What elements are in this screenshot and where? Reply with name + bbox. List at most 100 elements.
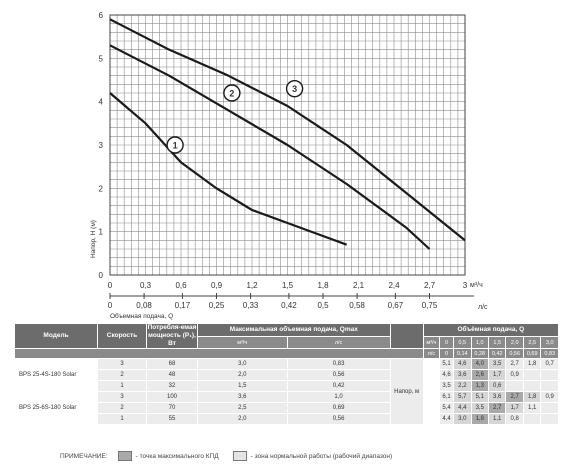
plot-frame [109, 14, 466, 276]
qmax-m3h-cell: 3,0 [197, 358, 288, 370]
head-value-cell: 1,8 [470, 413, 489, 425]
col-model: Модель [14, 323, 98, 349]
flow-ls-value: 0 [439, 348, 455, 359]
head-value-cell: 0,8 [505, 413, 524, 425]
head-value-cell: 4,4 [453, 402, 472, 414]
qmax-unit-ls: л/с [286, 336, 391, 349]
head-value-cell: 3,5 [487, 358, 507, 370]
power-cell: 100 [146, 391, 198, 403]
x-tick-label-top: 1,5 [282, 281, 294, 290]
max-efficiency-swatch [117, 451, 132, 461]
qmax-ls-cell: 1,0 [286, 391, 391, 403]
performance-table: Модель Скорость Потребля-емая мощность (… [14, 322, 560, 425]
x-tick-label-top: 0 [108, 281, 113, 290]
flow-unit-blank [422, 391, 441, 403]
col-qmax: Максимальная объемная подача, Qmax [197, 322, 391, 338]
y-tick-label: 2 [99, 184, 104, 193]
head-value-cell [505, 380, 524, 392]
flow-m3h-value: 1,0 [470, 336, 489, 349]
model-cell [14, 380, 98, 392]
head-value-cell: 1,8 [522, 391, 542, 403]
curve-label: 1 [173, 141, 178, 151]
qmax-ls-cell: 0,56 [286, 413, 391, 425]
head-value-cell: 1,8 [522, 358, 542, 370]
qmax-ls-cell: 0,42 [286, 380, 391, 392]
head-value-cell: 0,7 [540, 358, 559, 370]
head-value-cell: 3,0 [453, 413, 472, 425]
head-value-cell [540, 380, 559, 392]
head-value-cell: 3,6 [453, 369, 472, 381]
speed-cell: 1 [97, 380, 147, 392]
flow-unit-blank [422, 380, 441, 392]
flow-ls-value: 0,56 [505, 348, 524, 359]
y-tick-label: 4 [99, 98, 104, 107]
qmax-m3h-cell: 2,5 [197, 402, 288, 414]
x-tick-label-bottom: 0,42 [281, 301, 297, 310]
note-work-zone: - зона нормальной работы (рабочий диапаз… [250, 452, 393, 460]
head-value-cell: 1,3 [470, 380, 489, 392]
head-value-cell: 2,7 [487, 402, 507, 414]
speed-cell: 1 [97, 413, 147, 425]
speed-cell: 3 [97, 358, 147, 370]
curve-2 [109, 44, 431, 250]
head-value-cell: 5,7 [453, 391, 472, 403]
head-value-cell: 4,6 [439, 369, 455, 381]
head-value-cell: 0,9 [505, 369, 524, 381]
chart-axes: 0 1 2 3 4 5 6 0 0,3 0,6 0,9 1,2 1,5 1,8 2,1 2,4 2,7 3 0 0,0… [99, 11, 474, 310]
note-label: ПРИМЕЧАНИЕ: [60, 452, 108, 460]
top-axis-unit: м³/ч [470, 282, 483, 289]
x-tick-label-bottom: 0,33 [243, 301, 259, 310]
x-tick-label-top: 3 [463, 281, 468, 290]
table-row: 3 68 3,0 0,83 Напор, м 5,1 4,6 4,0 3,5 2,7 1,8 0,7 [14, 358, 559, 425]
head-value-cell [522, 380, 542, 392]
head-value-cell: 4,4 [439, 413, 455, 425]
flow-ls-value: 0,83 [540, 348, 559, 359]
flow-ls-value: 0,42 [487, 348, 507, 359]
x-tick-label-bottom: 0,58 [349, 301, 365, 310]
power-cell: 70 [146, 402, 198, 414]
head-value-cell: 4,0 [470, 358, 489, 370]
power-cell: 32 [146, 380, 198, 392]
head-value-cell: 4,6 [453, 358, 472, 370]
head-value-cell: 0,6 [487, 380, 507, 392]
head-value-cell: 1,7 [487, 369, 507, 381]
head-value-cell: 5,1 [470, 391, 489, 403]
x-tick-label-bottom: 0,67 [388, 301, 404, 310]
head-value-cell: 1,7 [505, 402, 524, 414]
head-value-cell: 2,7 [505, 391, 524, 403]
curve-label-circle [285, 79, 304, 98]
x-tick-label-bottom: 0,17 [175, 301, 191, 310]
head-value-cell: 2,6 [470, 369, 489, 381]
x-tick-label-top: 1,8 [317, 281, 329, 290]
x-tick-label-top: 2,4 [388, 281, 400, 290]
qmax-ls-cell: 0,69 [286, 402, 391, 414]
curve-label-circle [166, 136, 184, 154]
flow-m3h-value: 1,5 [487, 336, 507, 349]
y-tick-label: 6 [99, 11, 104, 20]
model-cell: BPS 25-4S-180 Solar [14, 369, 98, 381]
table-row: BPS 25-4S-180 Solar 2 48 2,0 0,56 4,6 3,6 2,6 1,… [14, 369, 559, 381]
head-value-cell: 6,1 [439, 391, 455, 403]
model-cell [14, 413, 98, 425]
chart-curves: 1 2 3 [109, 18, 466, 250]
x-tick-label-top: 2,1 [353, 281, 365, 290]
bottom-axis-label: Объемная подача, Q [110, 312, 173, 320]
flow-ls-value: 0,69 [522, 348, 542, 359]
x-tick-label-bottom: 0,75 [422, 301, 438, 310]
table-row: BPS 25-6S-180 Solar 2 70 2,5 0,69 5,4 4,4 3,5 2,… [14, 402, 559, 414]
x-tick-label-bottom: 0,08 [136, 301, 152, 310]
table-row: 3 100 3,6 1,0 6,1 5,7 5,1 3,6 2,7 1,8 0,9 [14, 391, 559, 403]
legend-note: ПРИМЕЧАНИЕ: - точка максимального КПД - … [60, 451, 392, 461]
work-zone-swatch [232, 451, 247, 461]
curve-label-circle [223, 84, 241, 102]
power-cell: 48 [146, 369, 198, 381]
flow-unit-blank [422, 402, 441, 414]
head-value-cell [540, 369, 559, 381]
note-max-efficiency: - точка максимального КПД [135, 452, 219, 460]
flow-unit-ls: л/с [422, 348, 441, 359]
flow-m3h-value: 2,0 [505, 336, 524, 349]
head-value-cell: 3,5 [470, 402, 489, 414]
y-tick-label: 1 [99, 228, 104, 237]
flow-unit-blank [422, 369, 441, 381]
head-label-cell: Напор, м [389, 358, 424, 425]
